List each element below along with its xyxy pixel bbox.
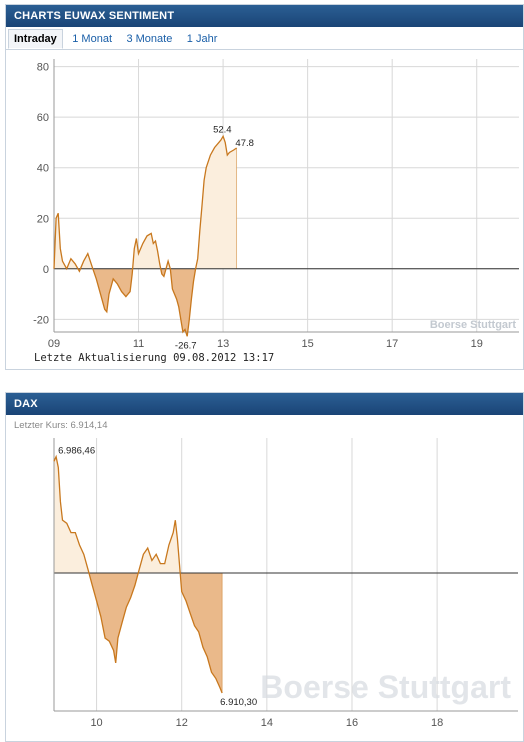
watermark-text: Boerse Stuttgart (430, 319, 517, 331)
watermark-text: Boerse Stuttgart (260, 669, 511, 705)
y-tick-label: 60 (37, 112, 49, 124)
dax-panel: DAX 10121416186.987,56.975,06.962,56.950… (5, 392, 524, 742)
y-tick-label: 80 (37, 62, 49, 74)
x-tick-label: 17 (386, 338, 398, 350)
x-tick-label: 12 (176, 717, 188, 729)
x-tick-label: 09 (48, 338, 60, 350)
data-label: 47.8 (235, 138, 254, 149)
sentiment-chart: 09 11 13 15 17 19 80 60 40 20 0 -20 52.447.8 -26.7 Boe… (33, 59, 519, 351)
y-tick-label: -20 (33, 314, 49, 326)
data-label: 6.986,46 (58, 446, 95, 457)
data-label: 6.910,30 (220, 697, 257, 708)
y-tick-label: 40 (37, 163, 49, 175)
sentiment-panel: CHARTS EUWAX SENTIMENT Intraday 1 Monat … (5, 4, 524, 370)
x-tick-label: 16 (346, 717, 358, 729)
x-tick-label: 11 (133, 338, 144, 350)
tab-intraday[interactable]: Intraday (8, 29, 63, 49)
x-tick-label: 13 (217, 338, 229, 350)
last-price-text: Letzter Kurs: 6.914,14 (14, 420, 107, 431)
series-line (53, 134, 237, 337)
series-line (53, 454, 223, 694)
area-fill-below-baseline (54, 268, 237, 337)
y-tick-label: 20 (37, 213, 49, 225)
area-fill-above-baseline (54, 456, 181, 573)
tab-1-jahr[interactable]: 1 Jahr (186, 33, 218, 45)
data-label: -26.7 (175, 340, 197, 351)
tab-3-monate[interactable]: 3 Monate (126, 33, 173, 45)
area-fill-below-baseline (54, 572, 223, 693)
dax-panel-title: DAX (6, 393, 523, 415)
x-tick-label: 19 (471, 338, 483, 350)
tab-1-monat[interactable]: 1 Monat (72, 33, 112, 45)
timeframe-tabs: Intraday 1 Monat 3 Monate 1 Jahr (8, 29, 222, 49)
x-tick-label: 14 (261, 717, 273, 729)
sentiment-panel-title: CHARTS EUWAX SENTIMENT (6, 5, 523, 27)
area-fill-above-baseline (54, 136, 237, 269)
last-update-text: Letzte Aktualisierung 09.08.2012 13:17 (34, 352, 275, 364)
x-tick-label: 18 (431, 717, 443, 729)
tab-divider (6, 49, 523, 50)
x-tick-label: 10 (90, 717, 102, 729)
dax-chart: 10121416186.987,56.975,06.962,56.950,06.… (14, 420, 518, 729)
x-tick-label: 15 (302, 338, 314, 350)
y-tick-label: 0 (43, 264, 49, 276)
data-label: 52.4 (213, 124, 232, 135)
